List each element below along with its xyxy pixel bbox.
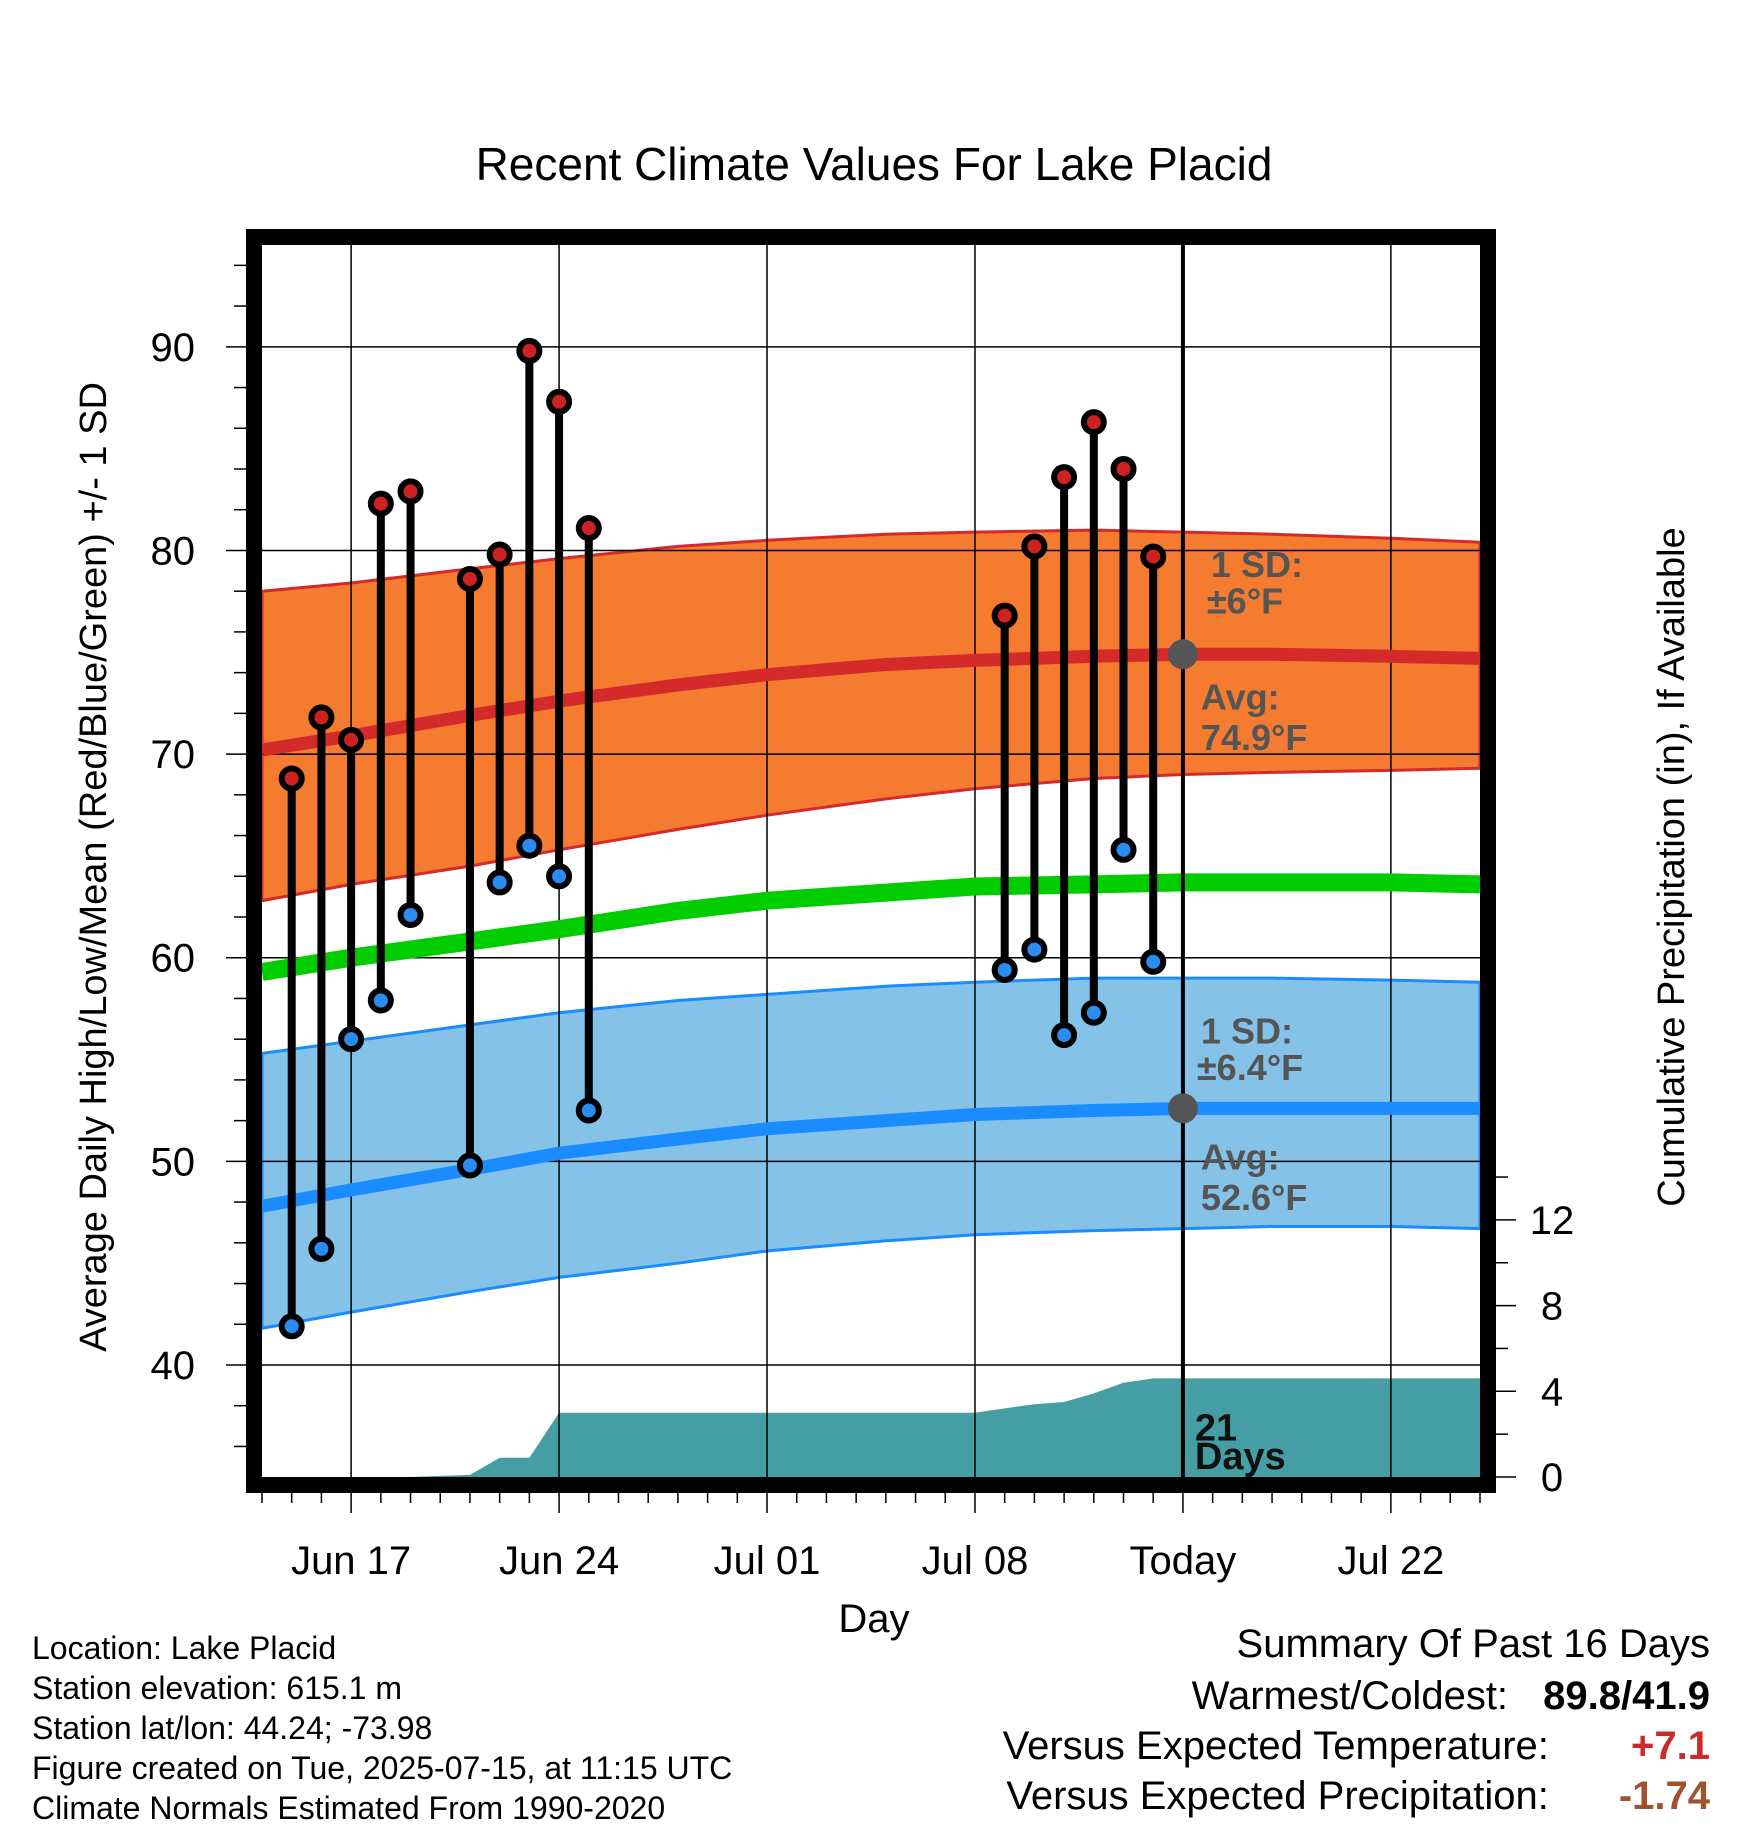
plot-frame	[246, 229, 1496, 1493]
y-tick-label: 80	[151, 529, 196, 573]
y2-tick-label: 8	[1541, 1285, 1563, 1329]
summary-temp: Versus Expected Temperature: +7.1	[1003, 1724, 1710, 1769]
x-tick-label: Jul 01	[714, 1539, 821, 1583]
daily-low-marker	[575, 1097, 602, 1124]
y-tick-label: 40	[151, 1344, 196, 1388]
x-tick-label: Jun 24	[499, 1539, 619, 1583]
band-annotation: Avg:	[1201, 1137, 1280, 1178]
location-text: Location: Lake Placid	[32, 1630, 337, 1666]
y2-axis-label: Cumulative Precipitation (in), If Availa…	[1651, 527, 1693, 1206]
y-tick-label: 60	[151, 937, 196, 981]
precip-departure-label: Versus Expected Precipitation:	[1006, 1774, 1549, 1818]
daily-low-marker	[1021, 936, 1048, 963]
high-sd-band	[262, 528, 1480, 903]
daily-low-marker	[1110, 836, 1137, 863]
summary-warm-cold: Warmest/Coldest: 89.8/41.9	[1192, 1674, 1710, 1719]
x-tick-label: Jul 22	[1338, 1539, 1445, 1583]
daily-low-marker	[486, 869, 513, 896]
band-annotation: 74.9°F	[1201, 717, 1307, 758]
y2-tick-label: 4	[1541, 1370, 1563, 1414]
daily-high-marker	[338, 726, 365, 753]
daily-low-marker	[991, 956, 1018, 983]
daily-low-marker	[456, 1152, 483, 1179]
y2-tick-label: 0	[1541, 1456, 1563, 1500]
x-tick-label: Jul 08	[922, 1539, 1029, 1583]
daily-high-marker	[486, 541, 513, 568]
daily-high-marker	[456, 565, 483, 592]
high-avg-dot	[1167, 639, 1198, 670]
daily-high-marker	[367, 490, 394, 517]
mean-avg-line	[262, 873, 1480, 981]
daily-high-marker	[1140, 543, 1167, 570]
daily-low-marker	[1080, 999, 1107, 1026]
band-annotation: Avg:	[1201, 676, 1280, 717]
daily-low-marker	[397, 901, 424, 928]
band-annotation: ±6.4°F	[1197, 1047, 1303, 1088]
daily-low-marker	[338, 1026, 365, 1053]
band-annotation: ±6°F	[1207, 581, 1283, 622]
normals-text: Climate Normals Estimated From 1990-2020	[32, 1790, 666, 1826]
daily-high-marker	[546, 388, 573, 415]
latlon-text: Station lat/lon: 44.24; -73.98	[32, 1710, 433, 1746]
precip-days-annotation: 21	[1195, 1407, 1237, 1449]
daily-high-marker	[1021, 533, 1048, 560]
low-sd-band	[262, 976, 1480, 1330]
daily-high-marker	[516, 337, 543, 364]
y-tick-label: 50	[151, 1140, 196, 1184]
band-annotation: 1 SD:	[1201, 1010, 1293, 1051]
daily-low-marker	[546, 863, 573, 890]
summary-title: Summary Of Past 16 Days	[1237, 1622, 1710, 1667]
created-text: Figure created on Tue, 2025-07-15, at 11…	[32, 1750, 733, 1786]
summary-title-text: Summary Of Past 16 Days	[1236, 1622, 1710, 1666]
low-avg-dot	[1167, 1093, 1198, 1124]
precip-area	[262, 1378, 1480, 1477]
daily-high-marker	[1080, 409, 1107, 436]
y2-tick-label: 12	[1530, 1199, 1575, 1243]
daily-low-marker	[516, 832, 543, 859]
band-annotation: 52.6°F	[1201, 1177, 1307, 1218]
x-axis-label: Day	[838, 1597, 909, 1641]
y-axis-label: Average Daily High/Low/Mean (Red/Blue/Gr…	[73, 382, 115, 1352]
daily-low-marker	[308, 1235, 335, 1262]
precip-days-annotation: Days	[1195, 1436, 1286, 1478]
warm-cold-value: 89.8/41.9	[1543, 1674, 1710, 1718]
daily-low-marker	[367, 987, 394, 1014]
daily-high-marker	[1110, 456, 1137, 482]
elevation-text: Station elevation: 615.1 m	[32, 1670, 403, 1706]
x-tick-label: Jun 17	[291, 1539, 411, 1583]
y-tick-label: 70	[151, 733, 196, 777]
station-info: Location: Lake Placid Station elevation:…	[32, 1628, 732, 1828]
band-annotation: 1 SD:	[1211, 544, 1303, 585]
chart-title: Recent Climate Values For Lake Placid	[476, 138, 1273, 190]
daily-high-marker	[397, 478, 424, 505]
precip-departure-value: -1.74	[1618, 1774, 1710, 1818]
daily-low-marker	[1051, 1022, 1078, 1049]
y-tick-label: 90	[151, 326, 196, 370]
daily-low-marker	[1140, 948, 1167, 975]
daily-high-marker	[991, 602, 1018, 629]
temp-departure-label: Versus Expected Temperature:	[1002, 1724, 1549, 1768]
summary-precip: Versus Expected Precipitation: -1.74	[1006, 1774, 1710, 1819]
daily-low-marker	[278, 1313, 305, 1340]
daily-high-marker	[575, 515, 602, 542]
warm-cold-label: Warmest/Coldest:	[1191, 1674, 1509, 1718]
temp-departure-value: +7.1	[1631, 1724, 1710, 1768]
daily-high-marker	[278, 765, 305, 792]
daily-high-marker	[1051, 464, 1078, 491]
daily-high-marker	[308, 704, 335, 731]
x-tick-label: Today	[1130, 1539, 1237, 1583]
